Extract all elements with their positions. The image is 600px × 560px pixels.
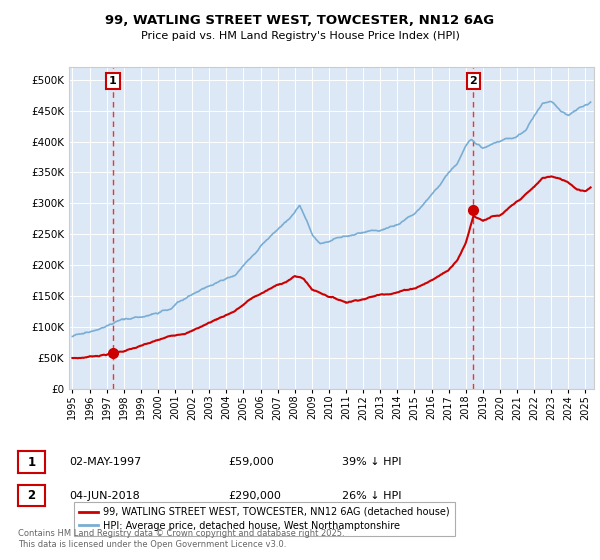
Text: 02-MAY-1997: 02-MAY-1997 — [69, 457, 141, 467]
Text: 2: 2 — [28, 489, 35, 502]
Text: £59,000: £59,000 — [228, 457, 274, 467]
Text: Price paid vs. HM Land Registry's House Price Index (HPI): Price paid vs. HM Land Registry's House … — [140, 31, 460, 41]
Text: 99, WATLING STREET WEST, TOWCESTER, NN12 6AG: 99, WATLING STREET WEST, TOWCESTER, NN12… — [106, 14, 494, 27]
Text: 1: 1 — [28, 455, 35, 469]
Text: 1: 1 — [109, 76, 117, 86]
Text: 39% ↓ HPI: 39% ↓ HPI — [342, 457, 401, 467]
Legend: 99, WATLING STREET WEST, TOWCESTER, NN12 6AG (detached house), HPI: Average pric: 99, WATLING STREET WEST, TOWCESTER, NN12… — [74, 502, 455, 536]
Text: £290,000: £290,000 — [228, 491, 281, 501]
Text: Contains HM Land Registry data © Crown copyright and database right 2025.
This d: Contains HM Land Registry data © Crown c… — [18, 529, 344, 549]
Text: 2: 2 — [470, 76, 478, 86]
Text: 04-JUN-2018: 04-JUN-2018 — [69, 491, 140, 501]
Text: 26% ↓ HPI: 26% ↓ HPI — [342, 491, 401, 501]
